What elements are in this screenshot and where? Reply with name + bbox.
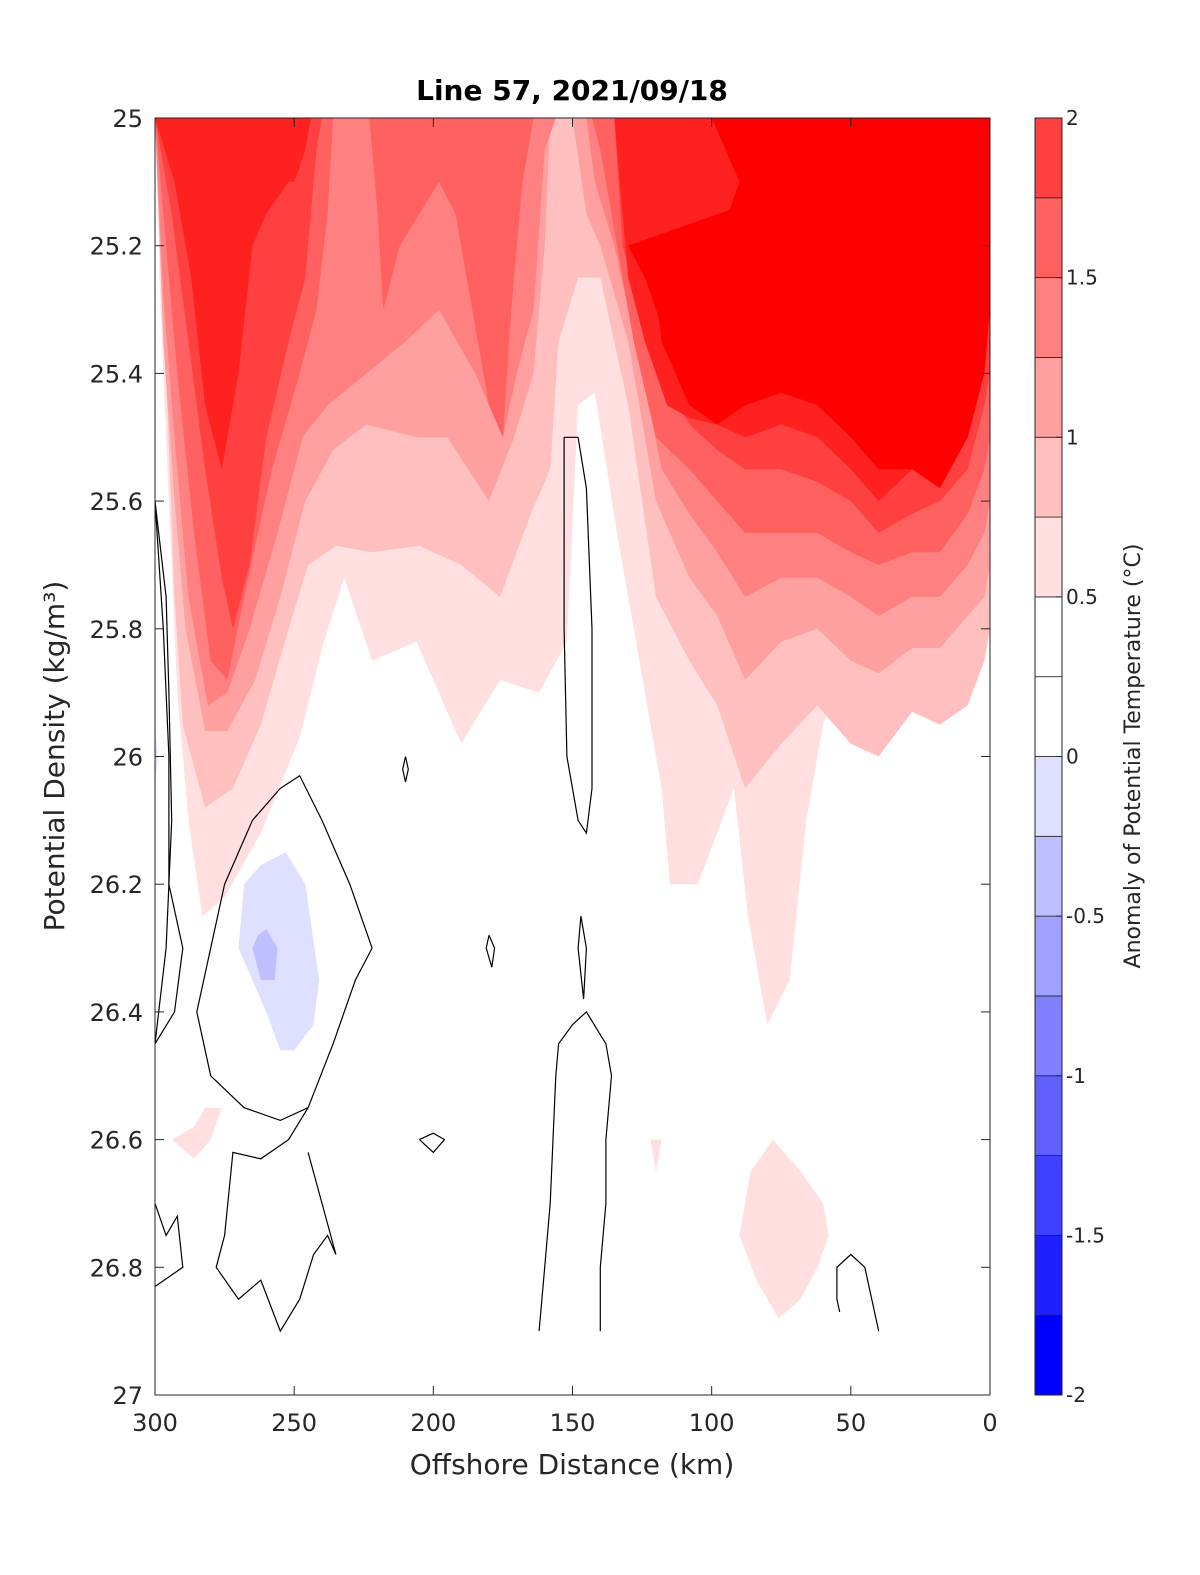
y-tick-label: 25.4 — [90, 360, 143, 388]
y-tick-label: 26.2 — [90, 871, 143, 899]
colorbar-level — [1034, 756, 1063, 837]
y-tick-label: 26.6 — [90, 1127, 143, 1155]
x-tick-label: 50 — [836, 1409, 867, 1437]
x-tick-label: 200 — [410, 1409, 456, 1437]
y-tick-label: 26 — [112, 744, 143, 772]
y-tick-label: 25.8 — [90, 616, 143, 644]
colorbar-level — [1034, 357, 1063, 438]
contour-region-1 — [171, 1107, 222, 1159]
plot-area — [155, 118, 990, 1395]
y-tick-label: 25.6 — [90, 488, 143, 516]
x-tick-label: 0 — [982, 1409, 997, 1437]
colorbar-level — [1034, 1314, 1063, 1396]
zero-contour-line-11 — [836, 1253, 880, 1332]
zero-contour-line-1 — [155, 501, 173, 1044]
colorbar-level — [1034, 835, 1063, 917]
zero-contour-line-6 — [485, 935, 496, 968]
zero-contour-line-7 — [577, 915, 588, 1000]
colorbar-level — [1034, 277, 1063, 358]
colorbar-tick-label: -0.5 — [1066, 904, 1105, 928]
colorbar — [1034, 117, 1063, 1396]
y-axis-label: Potential Density (kg/m³) — [38, 581, 71, 932]
contour-fill-layer — [155, 118, 990, 1319]
contour-region-13 — [238, 852, 320, 1051]
colorbar-label: Anomaly of Potential Temperature (°C) — [1121, 544, 1146, 969]
y-tick-label: 25 — [112, 105, 143, 133]
colorbar-level — [1034, 1234, 1063, 1316]
contour-region-12 — [650, 118, 990, 489]
colorbar-level — [1034, 915, 1063, 997]
zero-contour-line-3 — [215, 1107, 337, 1333]
chart-title: Line 57, 2021/09/18 — [416, 74, 728, 107]
y-tick-label: 25.2 — [90, 233, 143, 261]
contour-region-3 — [650, 1139, 662, 1172]
colorbar-tick-label: 2 — [1066, 106, 1079, 130]
colorbar-level — [1034, 596, 1063, 678]
y-tick-label: 26.4 — [90, 999, 143, 1027]
zero-contour-line-8 — [418, 1132, 446, 1154]
colorbar-level — [1034, 436, 1063, 518]
zero-contour-line-10 — [538, 1010, 613, 1332]
colorbar-tick-label: -1 — [1066, 1064, 1086, 1088]
contour-region-2 — [739, 1139, 829, 1319]
colorbar-tick-label: 0 — [1066, 745, 1079, 769]
colorbar-level — [1034, 1155, 1063, 1236]
y-tick-label: 27 — [112, 1382, 143, 1410]
y-tick-label: 26.8 — [90, 1254, 143, 1282]
colorbar-tick-label: -2 — [1066, 1383, 1086, 1407]
colorbar-tick-label: 1 — [1066, 425, 1079, 449]
contour-line-layer — [155, 436, 880, 1333]
colorbar-level — [1034, 117, 1063, 199]
colorbar-level — [1034, 1075, 1063, 1156]
x-axis: 300 250 200 150 100 50 0 — [132, 118, 998, 1437]
zero-contour-line-4 — [155, 1203, 184, 1287]
contour-region-14 — [252, 928, 278, 980]
colorbar-level — [1034, 197, 1063, 279]
colorbar-level — [1034, 995, 1063, 1077]
zero-contour-line-9 — [563, 436, 593, 835]
x-tick-label: 100 — [689, 1409, 735, 1437]
x-tick-label: 250 — [271, 1409, 317, 1437]
colorbar-tick-label: 1.5 — [1066, 266, 1098, 290]
x-axis-label: Offshore Distance (km) — [410, 1448, 735, 1481]
x-tick-label: 300 — [132, 1409, 178, 1437]
zero-contour-line-5 — [402, 756, 409, 783]
colorbar-tick-label: -1.5 — [1066, 1223, 1105, 1247]
colorbar-ticks: -2 -1.5 -1 -0.5 0 0.5 1 1.5 2 — [1056, 106, 1105, 1407]
colorbar-level — [1034, 676, 1063, 757]
colorbar-tick-label: 0.5 — [1066, 585, 1098, 609]
y-axis: 25 25.2 25.4 25.6 25.8 26 26.2 26.4 26.6 26.8 27 — [90, 105, 990, 1410]
x-tick-label: 150 — [550, 1409, 596, 1437]
colorbar-level — [1034, 516, 1063, 598]
